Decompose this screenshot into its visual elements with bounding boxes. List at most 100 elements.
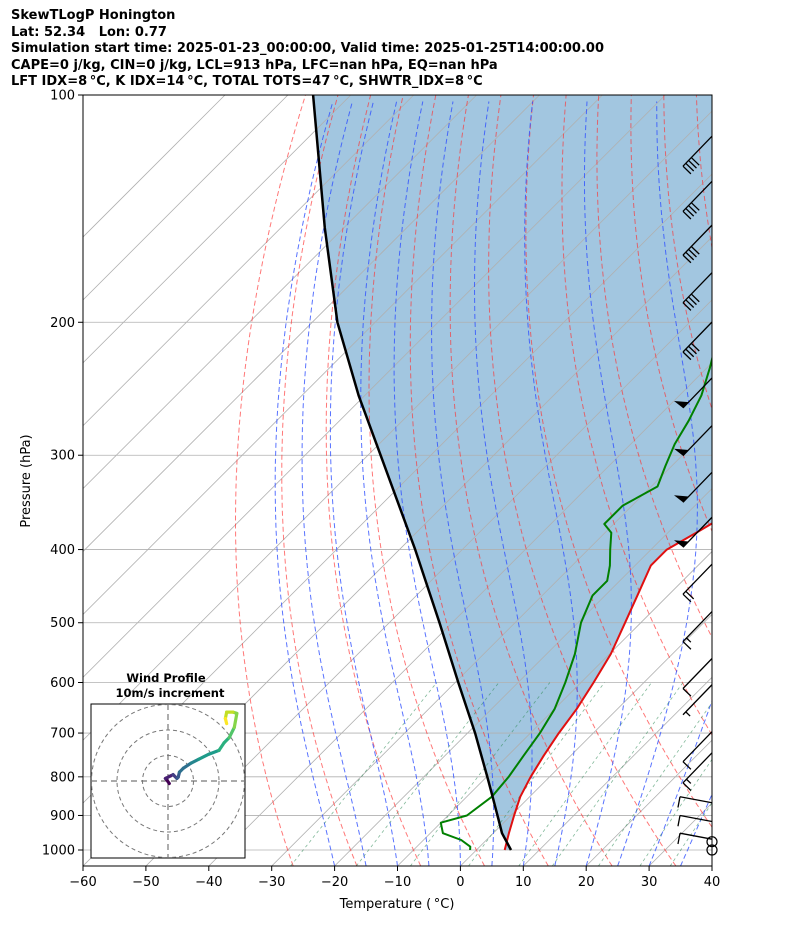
wind-barbs xyxy=(674,135,718,856)
barb-staff xyxy=(679,832,713,840)
barb-feather xyxy=(682,761,692,770)
cin-shaded-area xyxy=(313,95,712,850)
barb-pennant xyxy=(674,448,689,456)
wind-barb xyxy=(674,425,713,457)
moist-adiabat-line xyxy=(680,792,712,866)
barb-feather xyxy=(677,833,681,845)
barb-feather xyxy=(677,815,681,827)
barb-feather xyxy=(682,254,692,264)
barb-staff xyxy=(682,180,713,212)
moist-adiabat-line xyxy=(584,101,632,866)
dry-adiabat-line xyxy=(729,95,794,866)
y-tick-label: 900 xyxy=(50,809,75,824)
moist-adiabat-line xyxy=(617,101,698,866)
hodograph-segment xyxy=(227,725,236,740)
barb-feather xyxy=(682,782,692,791)
isotherm-line xyxy=(83,95,289,301)
dry-adiabat-line xyxy=(663,95,712,411)
y-tick-label: 500 xyxy=(50,616,75,631)
wind-barb xyxy=(677,832,713,845)
x-tick-label: 0 xyxy=(456,875,464,890)
barb-feather xyxy=(685,207,695,217)
barb-feather xyxy=(690,342,700,352)
y-tick-label: 100 xyxy=(50,89,75,104)
y-tick-label: 800 xyxy=(50,770,75,785)
hodograph-segment xyxy=(223,716,229,726)
isotherm-line xyxy=(83,95,414,427)
isotherm-line xyxy=(83,95,226,238)
x-tick-label: 30 xyxy=(641,875,658,890)
x-tick-label: −10 xyxy=(384,875,411,890)
moist-adiabat-line xyxy=(360,101,430,866)
wind-barb xyxy=(674,377,713,409)
barb-feather xyxy=(685,348,695,358)
wind-barb xyxy=(682,684,713,717)
x-tick-label: −40 xyxy=(195,875,222,890)
barb-feather xyxy=(685,299,695,308)
y-tick-label: 400 xyxy=(50,543,75,558)
dry-adiabat-line xyxy=(281,95,358,866)
hodograph-trace xyxy=(163,710,239,786)
barb-staff xyxy=(682,321,713,353)
barb-feather xyxy=(682,165,692,175)
dry-adiabat-line xyxy=(561,95,712,736)
barb-feather xyxy=(688,345,697,355)
mixing-ratio-line xyxy=(551,682,684,866)
barb-staff xyxy=(682,224,713,256)
y-tick-label: 600 xyxy=(50,676,75,691)
barb-feather xyxy=(682,351,692,361)
barb-feather xyxy=(686,637,692,643)
isotherm-line xyxy=(83,95,603,615)
dry-adiabat-line xyxy=(525,95,712,829)
barb-feather xyxy=(685,251,695,261)
barb-feather xyxy=(690,202,700,211)
isotherm-line xyxy=(145,299,712,866)
wind-barb xyxy=(706,844,718,856)
x-tick-label: 40 xyxy=(704,875,721,890)
barb-staff xyxy=(682,731,713,763)
dry-adiabat-line xyxy=(488,95,677,866)
barb-feather xyxy=(688,159,697,169)
y-tick-label: 300 xyxy=(50,449,75,464)
dry-adiabat-line xyxy=(409,95,549,866)
mixing-ratio-line xyxy=(410,682,551,866)
mixing-ratio-line xyxy=(518,682,652,866)
barb-feather xyxy=(685,162,695,172)
barb-feather xyxy=(690,157,700,166)
dry-adiabat-line xyxy=(235,95,306,866)
x-tick-label: −60 xyxy=(69,875,96,890)
wind-barb xyxy=(682,658,713,697)
mixing-ratio-line xyxy=(468,682,605,866)
wind-barb xyxy=(677,814,713,827)
dry-adiabat-line xyxy=(596,95,712,639)
barb-staff xyxy=(682,272,713,304)
chart-title-block: SkewTLogP Honington Lat: 52.34 Lon: 0.77… xyxy=(11,8,604,91)
barb-feather xyxy=(685,711,691,717)
wind-barb xyxy=(682,611,713,650)
hodograph-subtitle: 10m/s increment xyxy=(116,686,225,700)
barb-staff xyxy=(682,684,713,716)
chart-title: SkewTLogP Honington xyxy=(11,8,176,23)
wind-barb xyxy=(682,321,713,361)
y-tick-label: 700 xyxy=(50,727,75,742)
wind-barb xyxy=(706,836,718,848)
plot-area xyxy=(83,95,794,866)
y-axis-label: Pressure (hPa) xyxy=(19,434,34,527)
moist-adiabat-line xyxy=(329,101,398,866)
wind-barb xyxy=(682,224,713,264)
isotherm-line xyxy=(83,95,352,364)
barb-feather xyxy=(686,778,692,784)
wind-barb xyxy=(682,752,713,791)
sounding-profiles xyxy=(311,95,712,851)
isotherm-line xyxy=(83,95,540,553)
hodograph-segment xyxy=(207,748,221,756)
wind-barb xyxy=(682,731,713,770)
barb-staff xyxy=(679,796,713,804)
mixing-ratio-lines xyxy=(290,682,712,866)
parcel-profile-line xyxy=(311,95,513,851)
mixing-ratio-line xyxy=(598,701,712,866)
x-axis-ticks: −60 −50 −40 −30 −20 −10 0 10 20 30 40 xyxy=(69,866,720,890)
moist-adiabat-line xyxy=(648,699,712,866)
wind-barb xyxy=(682,272,713,311)
